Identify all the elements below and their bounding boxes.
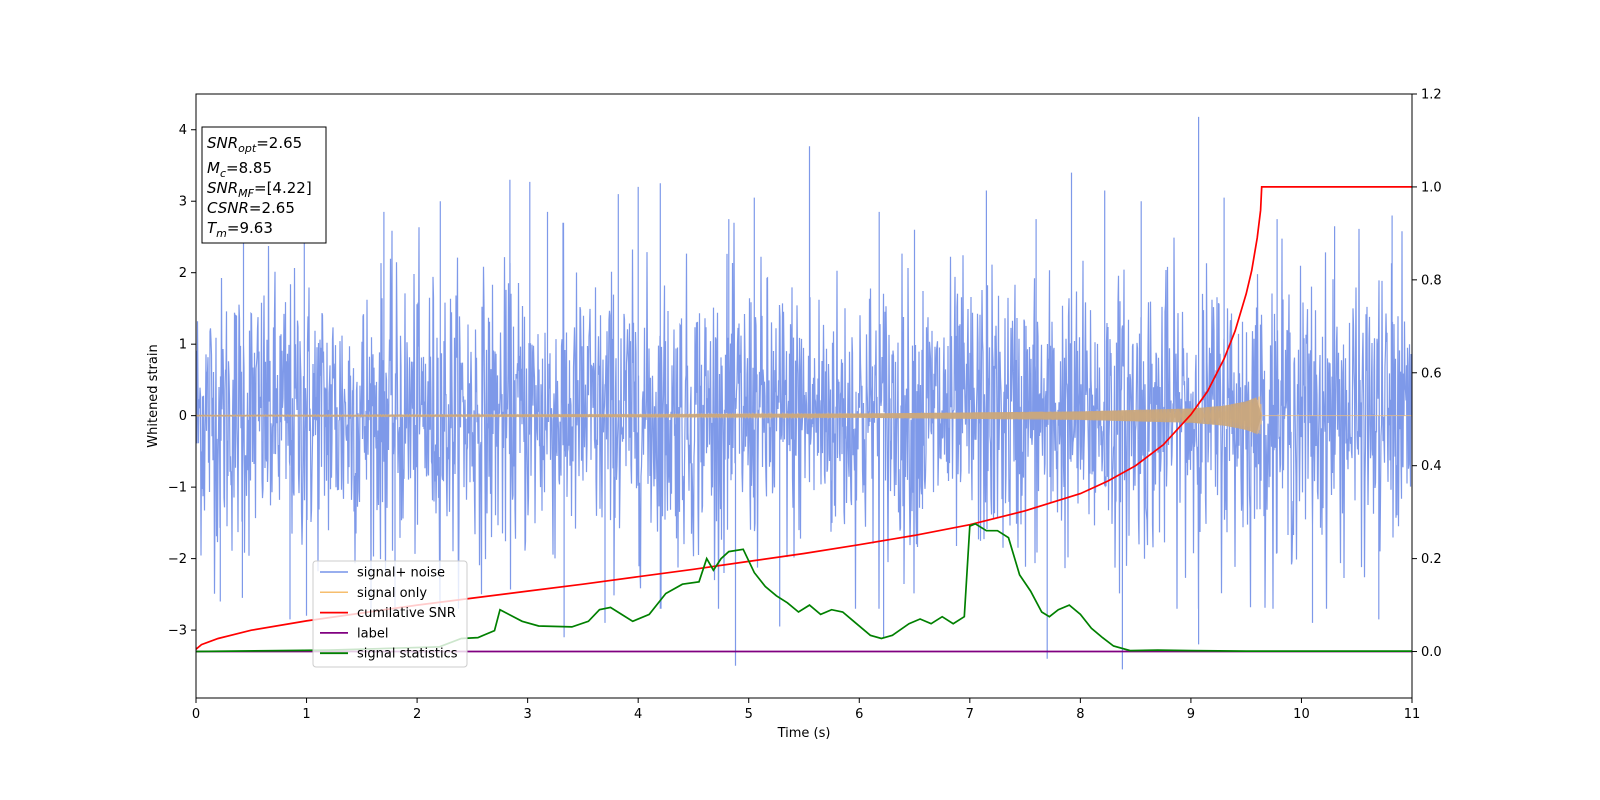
y-right-tick-label: 1.0 (1421, 180, 1442, 195)
annotation-line: SNRopt=2.65 (207, 134, 302, 155)
y-left-tick-label: −2 (168, 552, 187, 567)
annotation-line: Mc=8.85 (207, 159, 272, 180)
x-tick-label: 6 (855, 707, 863, 722)
legend-label: label (357, 626, 388, 641)
series-signal-only-envelope (196, 397, 1262, 434)
legend-label: cumilative SNR (357, 606, 456, 621)
y-left-tick-label: −3 (168, 624, 187, 639)
axes-layer: 0 1 2 3 4 5 6 7 8 9 10 11 −3 −2 −1 0 1 2 3 4 0.0 0.2 0.4 0.6 0.8… (168, 88, 1442, 723)
y-left-tick-label: 0 (179, 409, 187, 424)
y-right-tick-label: 0.0 (1421, 645, 1442, 660)
y-left-tick-label: 2 (179, 266, 187, 281)
annotation-line: SNRMF=[4.22] (207, 179, 312, 200)
y-right-tick-label: 0.8 (1421, 273, 1442, 288)
annotation-line: CSNR=2.65 (207, 199, 295, 217)
x-axis-label: Time (s) (777, 726, 831, 741)
y-left-tick-label: 3 (179, 195, 187, 210)
y-right-tick-label: 1.2 (1421, 88, 1442, 103)
annotation-frame (201, 126, 327, 244)
y-right-tick-label: 0.6 (1421, 366, 1442, 381)
y-axis-label: Whitened strain (146, 344, 161, 447)
x-tick-label: 5 (745, 707, 753, 722)
y-left-tick-label: 4 (179, 123, 187, 138)
x-tick-label: 10 (1293, 707, 1310, 722)
x-tick-label: 8 (1076, 707, 1084, 722)
y-left-tick-label: −1 (168, 481, 187, 496)
legend: signal+ noise signal only cumilative SNR la… (312, 560, 468, 668)
x-tick-label: 3 (523, 707, 531, 722)
x-tick-label: 11 (1404, 707, 1421, 722)
y-left-tick-label: 1 (179, 338, 187, 353)
legend-frame (312, 560, 468, 668)
legend-label: signal statistics (357, 647, 458, 662)
x-tick-label: 4 (634, 707, 642, 722)
y-right-tick-label: 0.2 (1421, 552, 1442, 567)
legend-label: signal+ noise (357, 566, 445, 581)
x-tick-label: 9 (1187, 707, 1195, 722)
legend-label: signal only (357, 586, 427, 601)
plot-frame (195, 93, 1413, 699)
series-signal-statistics-line (196, 522, 1412, 653)
x-tick-label: 1 (302, 707, 310, 722)
y-right-tick-label: 0.4 (1421, 459, 1442, 474)
x-tick-label: 2 (413, 707, 421, 722)
x-tick-label: 0 (192, 707, 200, 722)
x-tick-label: 7 (966, 707, 974, 722)
annotation-line: Tm=9.63 (207, 219, 273, 240)
